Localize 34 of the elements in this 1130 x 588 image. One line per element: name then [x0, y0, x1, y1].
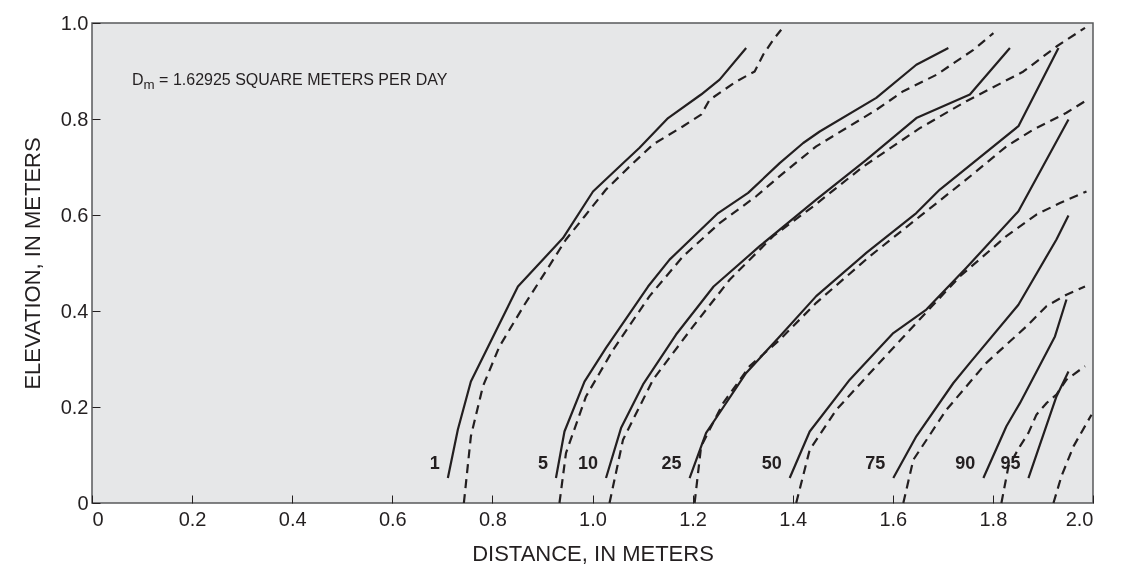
y-tick-label: 0.6 — [60, 203, 89, 226]
line-series — [902, 285, 1087, 505]
y-tick-label: 1.0 — [60, 11, 89, 34]
series-label: 1 — [429, 453, 440, 474]
line-series — [892, 214, 1070, 480]
x-axis-title: DISTANCE, IN METERS — [472, 540, 714, 566]
line-series — [1052, 413, 1093, 505]
y-axis-title: ELEVATION, IN METERS — [19, 137, 45, 390]
series-label: 5 — [537, 453, 548, 474]
x-tick-label: 0.2 — [178, 507, 207, 530]
line-series — [608, 26, 1087, 505]
x-tick-label: 0.6 — [378, 507, 407, 530]
x-tick-label: 0.4 — [278, 507, 307, 530]
series-label: 75 — [865, 453, 886, 474]
x-tick-label: 1.8 — [979, 507, 1008, 530]
series-label: 10 — [577, 453, 599, 474]
line-series — [558, 31, 995, 505]
x-tick-label: 2.0 — [1065, 507, 1094, 530]
y-tick-label: 0 — [77, 491, 89, 514]
y-tick-label: 0.2 — [60, 395, 89, 418]
series-label: 90 — [955, 453, 976, 474]
y-tick-label: 0.8 — [60, 107, 89, 130]
x-tick-label: 1.6 — [879, 507, 908, 530]
x-tick-label: 1.4 — [779, 507, 808, 530]
y-tick-label: 0.4 — [60, 299, 89, 322]
line-series — [982, 298, 1068, 480]
annotation: D$_{m}$ = 1.62925 SQUARE METERS PER DAY — [132, 71, 448, 93]
x-tick-label: 1.2 — [679, 507, 708, 530]
line-series — [554, 46, 950, 480]
x-tick-label: 1.0 — [579, 507, 607, 530]
x-tick-label: 0 — [92, 507, 104, 530]
series-label: 25 — [661, 453, 682, 474]
series-label: 50 — [761, 453, 782, 474]
x-tick-label: 0.8 — [478, 507, 507, 530]
